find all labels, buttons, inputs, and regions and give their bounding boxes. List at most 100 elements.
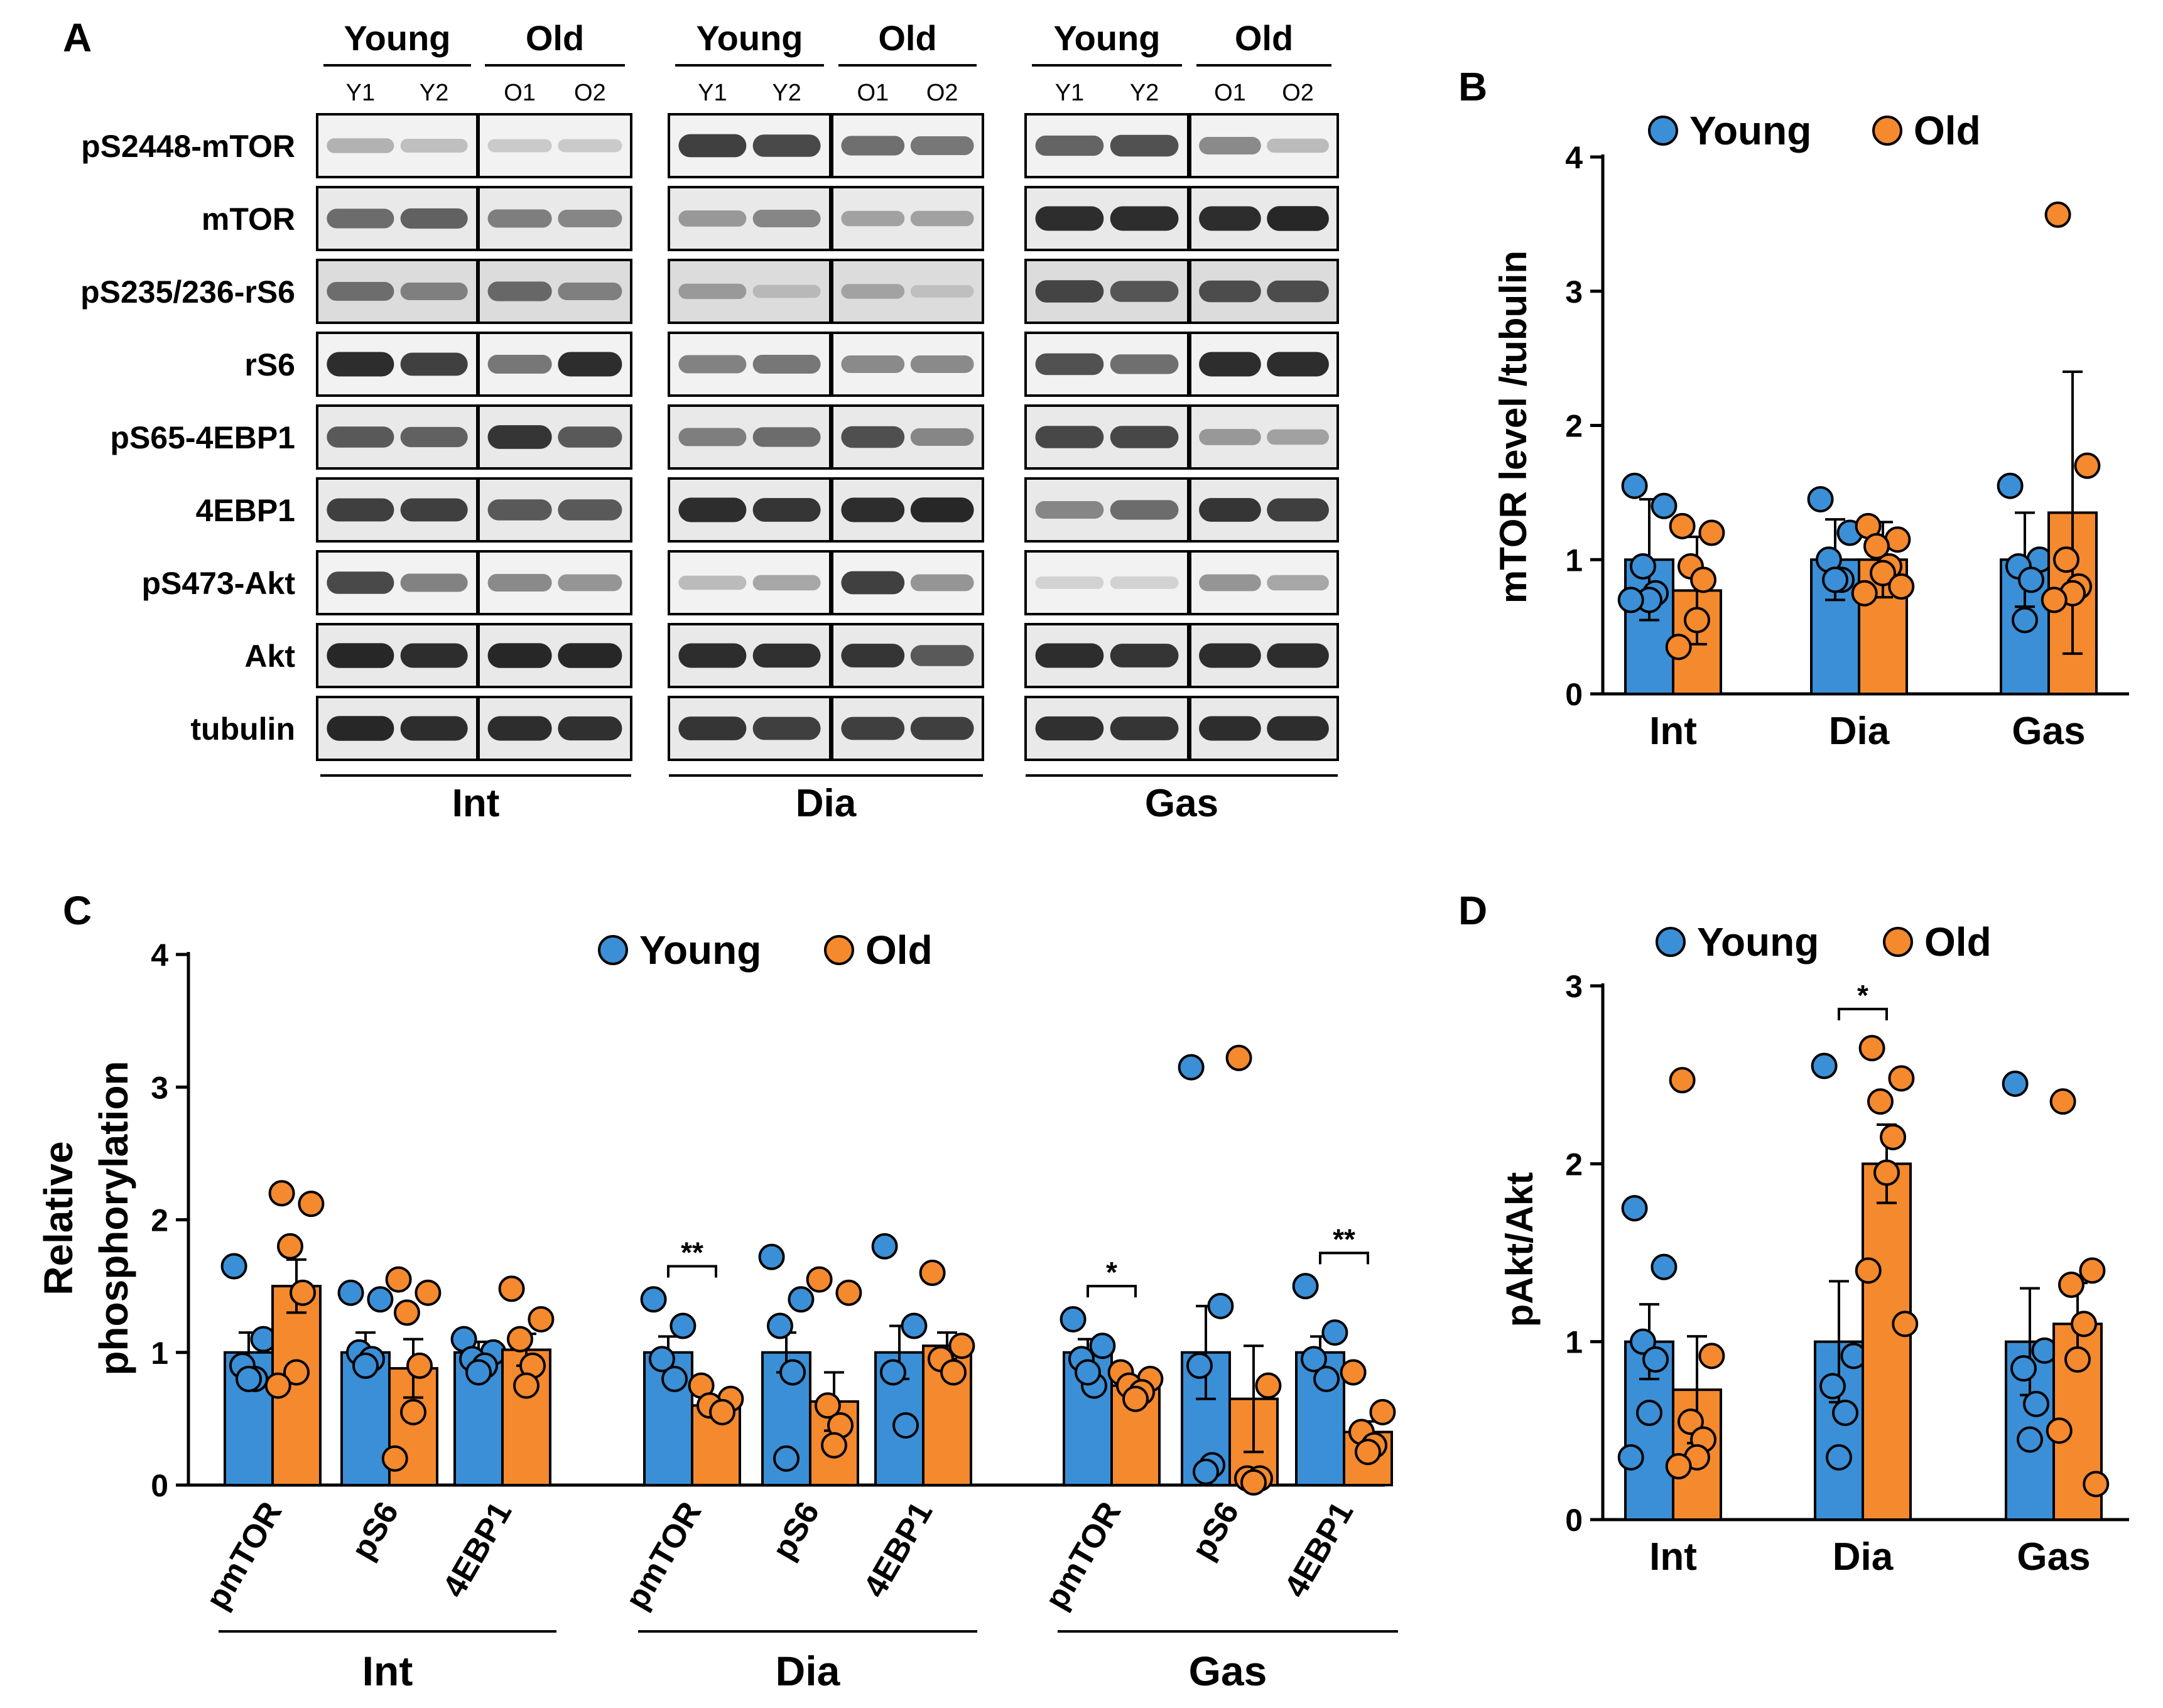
blot-box <box>668 550 832 615</box>
blot-band <box>1267 716 1329 741</box>
blot-band <box>1267 280 1329 303</box>
data-point-old <box>1122 1385 1149 1412</box>
x-tick-label: Gas <box>2017 1535 2090 1579</box>
data-point-old <box>528 1305 555 1332</box>
group-label-gas: Gas <box>1189 1648 1267 1694</box>
significance-bracket <box>1838 1007 1888 1020</box>
y-axis-label: mTOR level /tubulin <box>1492 251 1534 603</box>
data-point-young <box>648 1346 675 1373</box>
data-point-old <box>1870 559 1896 586</box>
chart-panel-c: C Young Old 0 1 2 3 4 Relative phosphorylation pmT… <box>36 888 1398 1694</box>
x-tick-label: 4EBP1 <box>436 1496 519 1604</box>
y-axis-label-line: phosphorylation <box>91 1061 136 1375</box>
data-point-young <box>1826 1444 1852 1471</box>
x-tick-label: 4EBP1 <box>857 1496 940 1604</box>
data-point-old <box>2071 1311 2098 1338</box>
protein-label: mTOR <box>202 202 295 237</box>
y-tick-label: 0 <box>1565 1503 1583 1538</box>
protein-label: Akt <box>244 639 295 674</box>
data-point-old <box>814 1392 841 1419</box>
data-point-old <box>400 1398 426 1425</box>
group-header-old: Old <box>878 18 936 58</box>
blot-band <box>910 645 974 666</box>
y-tick-label: 3 <box>151 1070 168 1105</box>
chart-panel-b: B Young Old 0 1 2 3 4 mTOR level /tubulin Int Dia G… <box>1458 64 2129 753</box>
panel-label-a: A <box>63 15 92 60</box>
blot-band <box>1267 643 1329 668</box>
data-point-old <box>1690 566 1717 593</box>
group-header-old: Old <box>1235 18 1293 58</box>
data-point-young <box>1617 1444 1644 1471</box>
x-tick-label: Int <box>1649 710 1697 753</box>
data-point-old <box>1880 1123 1907 1150</box>
data-point-young <box>879 1359 906 1386</box>
x-tick-label: pS6 <box>765 1496 827 1566</box>
blot-band <box>841 644 905 668</box>
blot-band <box>558 283 622 300</box>
blot-band <box>1199 352 1261 377</box>
blot-band <box>400 643 468 668</box>
blot-band <box>1199 137 1261 154</box>
group-label-int: Int <box>362 1648 413 1694</box>
data-point-old <box>1851 580 1878 607</box>
blot-band <box>1035 501 1104 519</box>
x-tick-label: pmTOR <box>199 1496 290 1616</box>
data-point-old <box>1255 1372 1282 1399</box>
blot-band <box>487 139 552 153</box>
data-point-young <box>1089 1332 1116 1359</box>
blot-box <box>831 550 984 615</box>
y-tick-label: 3 <box>1565 274 1583 310</box>
legend-marker-young <box>598 935 628 965</box>
data-point-old <box>1665 634 1692 661</box>
data-point-young <box>1186 1352 1213 1379</box>
data-point-old <box>276 1233 303 1260</box>
blot-band <box>487 499 552 521</box>
blot-box <box>1189 404 1339 470</box>
blot-band <box>841 716 905 740</box>
data-point-old <box>385 1266 412 1293</box>
blot-band <box>1035 206 1104 231</box>
data-point-young <box>352 1352 379 1379</box>
tissue-label-dia: Dia <box>796 782 857 825</box>
blot-band <box>1199 280 1261 303</box>
blot-band <box>327 643 394 668</box>
data-point-young <box>236 1366 262 1392</box>
data-point-old <box>1684 607 1710 634</box>
data-point-young <box>1300 1346 1327 1373</box>
blot-grid: Young Y1 Y2 Old O1 O2 Int Young Y1 Y2 Old O1 O2 Dia Yo… <box>80 18 1339 825</box>
blot-box <box>831 332 984 397</box>
blot-band <box>678 355 747 374</box>
blot-band <box>1035 716 1104 741</box>
western-blot-panel: A Young Y1 Y2 Old O1 O2 Int Young Y1 Y2 Old O1 O2 Dia… <box>63 15 1339 825</box>
data-point-young <box>758 1243 785 1270</box>
data-point-old <box>2083 1471 2110 1498</box>
data-point-young <box>1207 1292 1234 1319</box>
blot-band <box>1267 498 1329 522</box>
y-tick-label: 1 <box>1565 543 1583 578</box>
lane-label: Y1 <box>698 80 727 106</box>
blot-box <box>477 550 632 615</box>
data-point-young <box>2023 1390 2050 1417</box>
data-point-old <box>1225 1044 1252 1071</box>
chart-panel-d: D Young Old 0 1 2 3 pAkt/Akt Int Dia Gas * <box>1458 888 2129 1579</box>
data-point-old <box>1873 1159 1900 1186</box>
blot-band <box>1035 576 1104 589</box>
data-point-old <box>264 1372 291 1399</box>
blot-band <box>1199 498 1261 522</box>
data-point-old <box>835 1279 862 1306</box>
blot-band <box>678 134 747 158</box>
blot-box <box>668 259 832 324</box>
blot-band <box>487 209 552 228</box>
blot-band <box>1199 429 1261 445</box>
blot-band <box>1035 643 1104 668</box>
panel-label-d: D <box>1458 888 1487 933</box>
data-point-old <box>1858 1035 1885 1062</box>
y-tick-label: 1 <box>151 1336 168 1371</box>
data-point-young <box>1642 1346 1669 1373</box>
blot-band <box>327 281 394 301</box>
legend-marker-old <box>1883 927 1913 957</box>
blot-band <box>752 284 821 298</box>
blot-box <box>1189 113 1339 178</box>
y-axis-label-line: Relative <box>36 1141 81 1295</box>
